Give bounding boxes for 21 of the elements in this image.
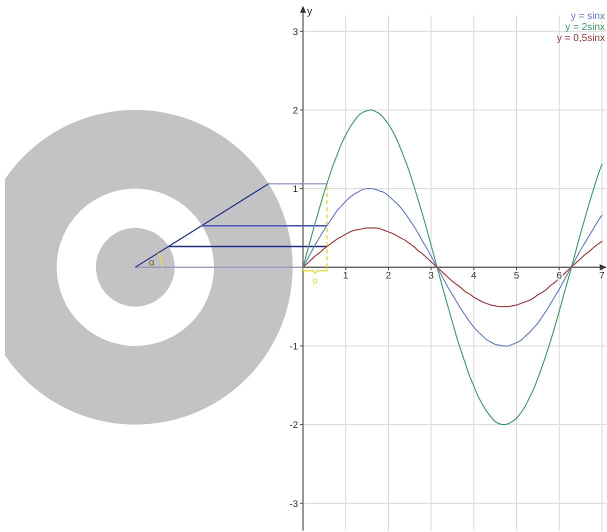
y-tick-label: -2 (290, 420, 298, 432)
x-tick-label: 3 (428, 270, 434, 282)
ref-line-label: α (312, 275, 318, 286)
x-tick-label: 5 (514, 270, 520, 282)
line-series (302, 227, 602, 308)
line-series (302, 109, 602, 426)
y-tick-label: 1 (292, 184, 298, 196)
text: y = 2sinx (565, 22, 605, 33)
y-tick-label: 2 (292, 105, 298, 116)
text: y = sinx (570, 11, 605, 22)
text: α (148, 258, 155, 269)
y-tick-label: 3 (292, 26, 298, 38)
y-tick-label: -1 (290, 341, 298, 352)
text: y = 0,5sinx (556, 33, 605, 44)
y-tick-label: -3 (290, 498, 298, 510)
y-axis-title: y (307, 6, 313, 18)
line-series (302, 188, 602, 347)
x-tick-label: 1 (343, 270, 348, 282)
x-tick-label: 4 (471, 270, 476, 282)
x-tick-label: 2 (386, 270, 392, 282)
x-tick-label: 7 (599, 270, 605, 282)
